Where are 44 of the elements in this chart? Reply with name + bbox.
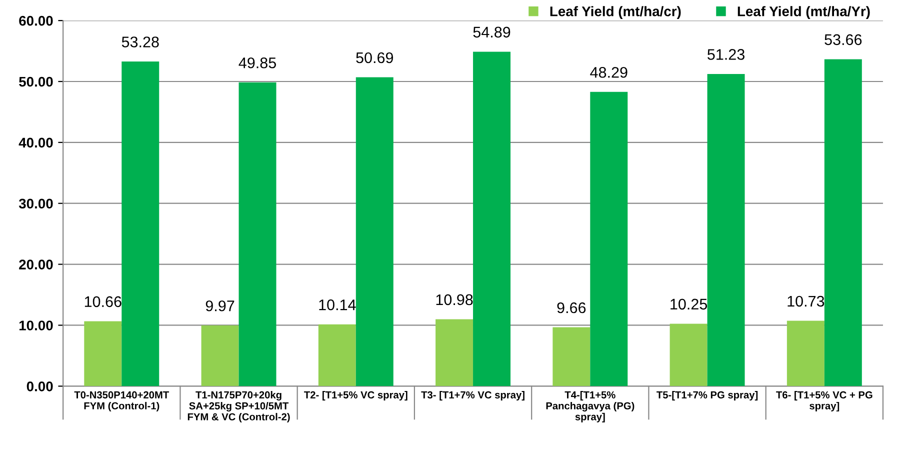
y-tick-label: 20.00	[19, 260, 53, 270]
legend-label: Leaf Yield (mt/ha/cr)	[550, 6, 681, 20]
x-tick-label: T1-N175P70+20kg SA+25kg SP+10/5MT FYM & VC (Control-2)	[188, 391, 290, 422]
data-label: 48.29	[590, 66, 628, 78]
data-label: 49.85	[238, 57, 276, 68]
data-label: 51.23	[708, 49, 744, 60]
y-tick-label: 0.00	[26, 382, 53, 392]
x-tick-label: T6- [T1+5% VC + PG spray]	[776, 391, 872, 412]
y-tick-label: 40.00	[18, 138, 53, 148]
bar	[84, 321, 122, 386]
y-tick-label: 10.00	[19, 320, 53, 330]
bar	[356, 77, 394, 386]
data-label: 53.28	[122, 36, 159, 48]
bar	[473, 52, 511, 386]
bar	[122, 62, 160, 386]
data-label: 9.97	[206, 300, 234, 312]
y-tick-label: 30.00	[18, 198, 53, 209]
bar	[670, 324, 708, 386]
bar	[238, 82, 276, 386]
x-tick-label: T5-[T1+7% PG spray]	[656, 391, 758, 400]
bar	[590, 92, 628, 386]
data-label: 10.25	[670, 298, 708, 310]
bar	[201, 325, 239, 386]
x-tick-label: T2- [T1+5% VC spray]	[304, 391, 408, 400]
data-label: 10.73	[788, 296, 824, 307]
x-tick-label: T4-[T1+5% Panchagavya (PG) spray]	[546, 391, 634, 422]
data-label: 10.14	[319, 299, 356, 310]
bar	[786, 320, 824, 386]
x-tick-label: T0-N350P140+20MT FYM (Control-1)	[74, 391, 170, 412]
bar	[707, 74, 745, 386]
bar	[552, 327, 590, 386]
data-label: 54.89	[473, 26, 510, 38]
bar	[824, 59, 862, 386]
bar	[318, 324, 356, 386]
data-label: 53.66	[824, 34, 862, 46]
data-label: 10.98	[436, 294, 473, 306]
y-tick-label: 60.00	[19, 16, 53, 26]
bar	[436, 319, 474, 386]
data-label: 9.66	[557, 302, 586, 314]
data-label: 10.66	[84, 296, 122, 308]
data-label: 50.69	[356, 52, 394, 64]
legend-label: Leaf Yield (mt/ha/Yr)	[738, 6, 870, 20]
y-tick-label: 50.00	[19, 76, 53, 87]
x-tick-label: T3- [T1+7% VC spray]	[421, 391, 524, 400]
